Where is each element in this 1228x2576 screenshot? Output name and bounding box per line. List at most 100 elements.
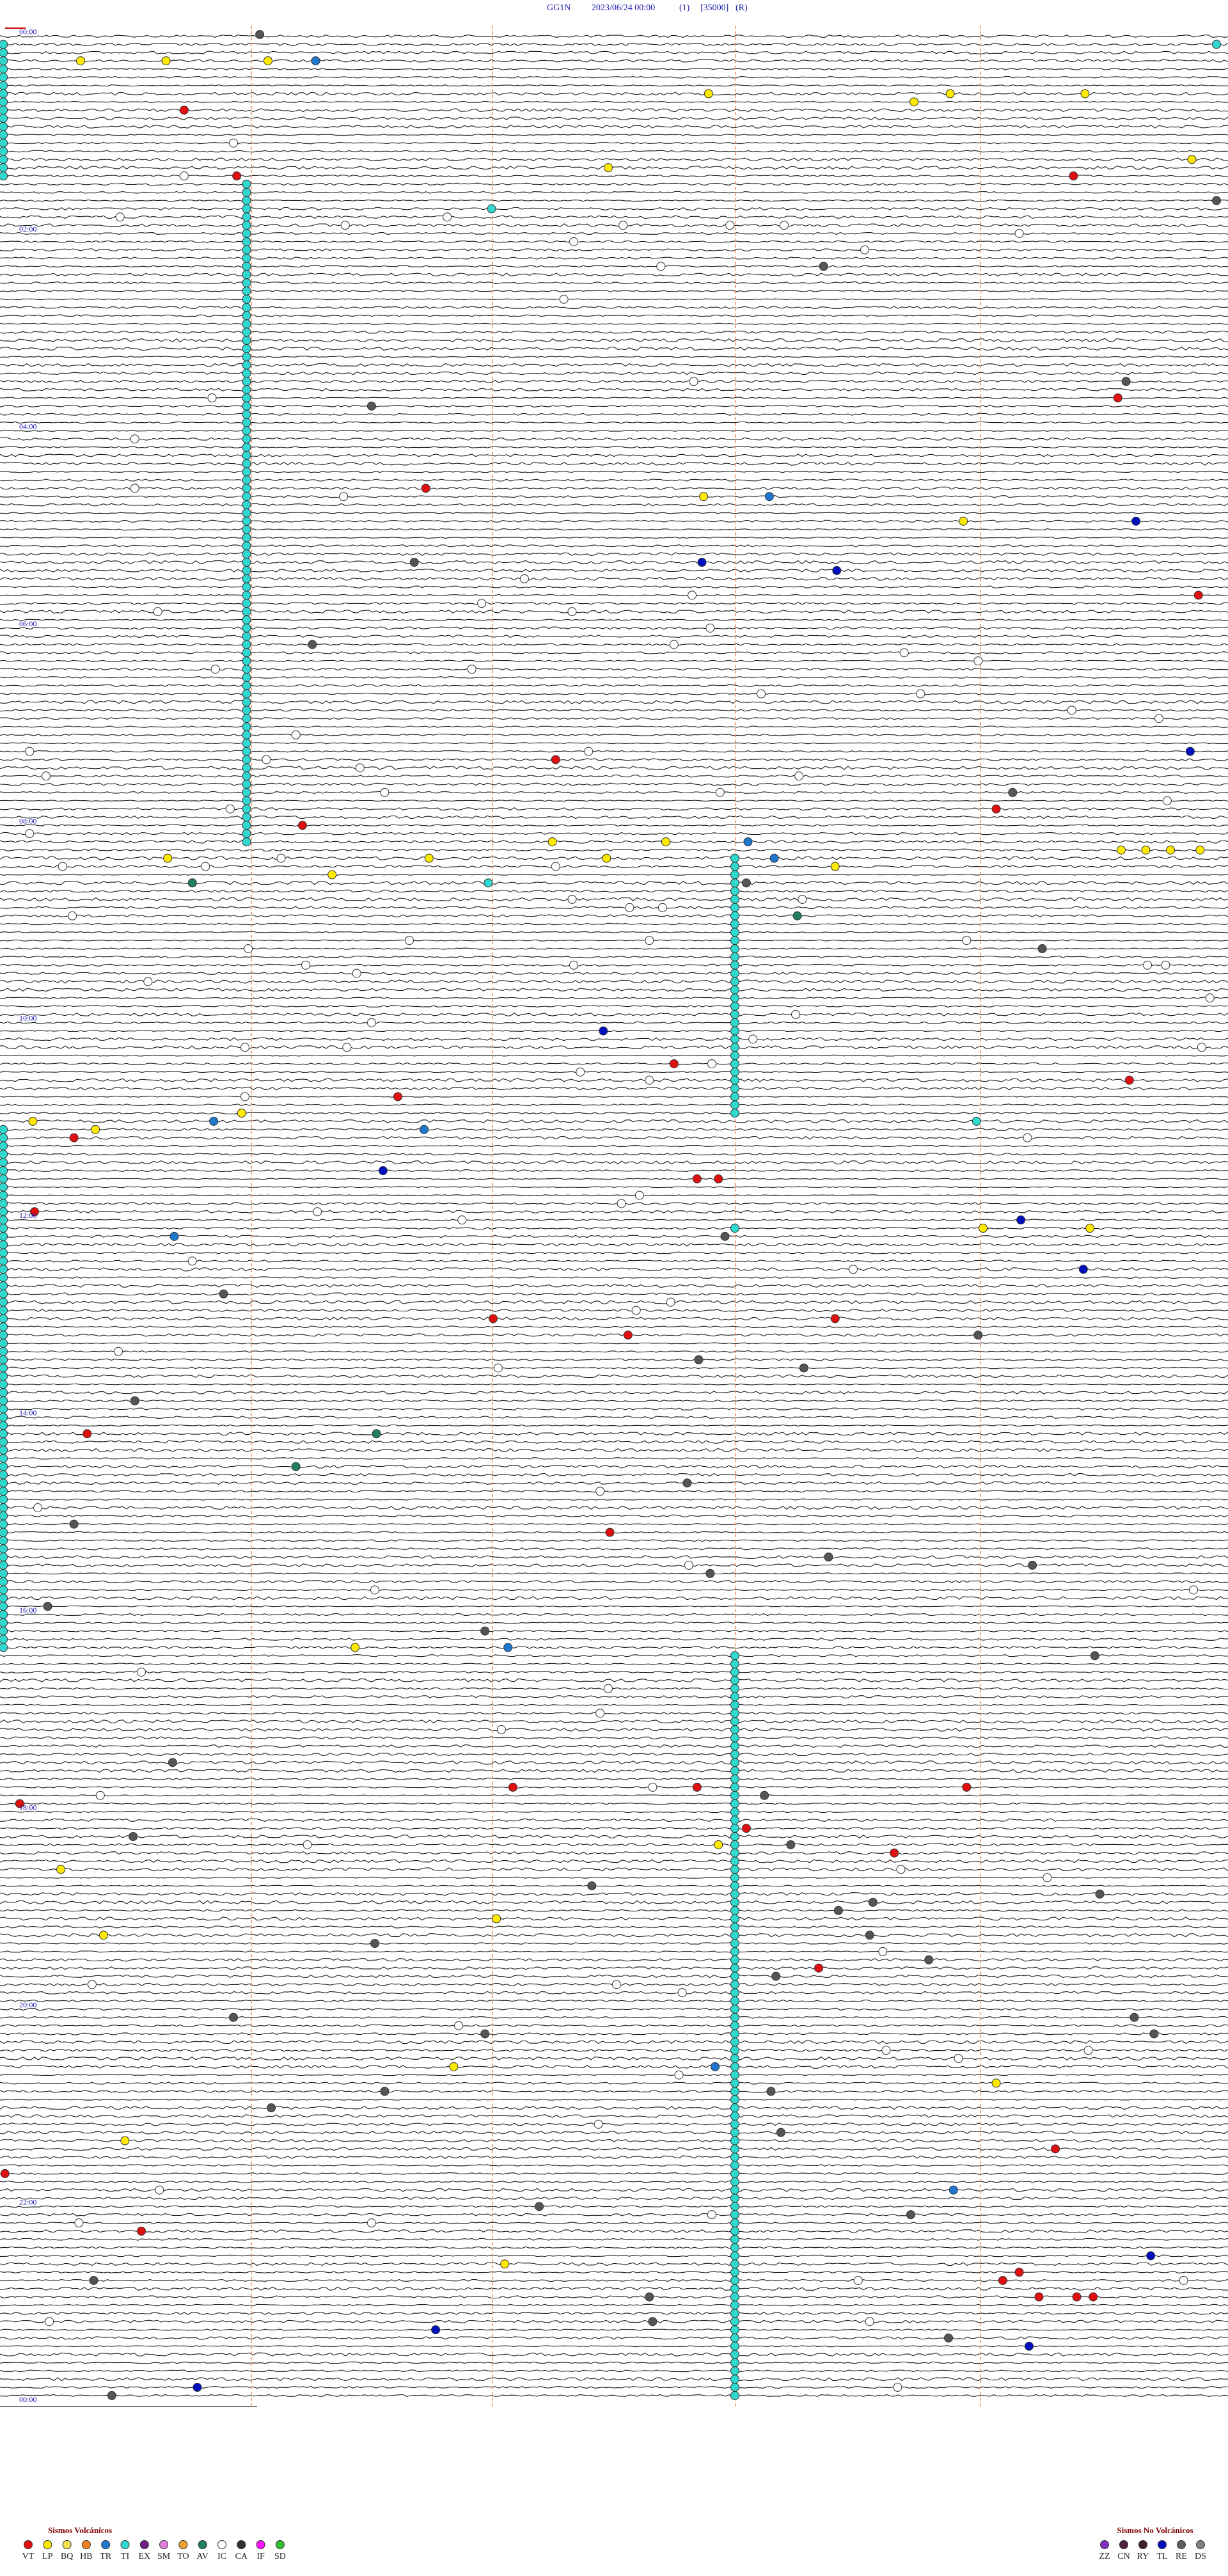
trace	[0, 1160, 1228, 1165]
event-marker	[237, 1109, 246, 1118]
trace	[0, 626, 1228, 630]
event-marker	[824, 1553, 833, 1562]
trace	[0, 972, 1228, 975]
trace	[0, 717, 1228, 720]
event-marker	[1166, 845, 1176, 855]
event-marker	[1069, 171, 1078, 181]
time-label: 20:00	[19, 2000, 36, 2009]
trace	[0, 404, 1228, 407]
event-marker	[853, 2275, 863, 2285]
trace	[0, 1835, 1228, 1838]
event-marker	[75, 56, 85, 66]
event-marker	[29, 1207, 39, 1217]
trace	[0, 2155, 1228, 2160]
event-marker	[730, 1947, 739, 1956]
event-marker	[656, 262, 666, 271]
event-marker	[741, 878, 751, 888]
trace	[0, 1103, 1228, 1107]
event-marker	[625, 903, 634, 912]
event-marker	[454, 2021, 464, 2030]
event-marker	[973, 656, 983, 666]
event-marker	[242, 187, 251, 197]
trace	[0, 1843, 1228, 1847]
trace	[0, 1178, 1228, 1180]
event-marker	[1161, 960, 1170, 970]
event-marker	[0, 1544, 8, 1554]
trace	[0, 1892, 1228, 1896]
trace	[0, 1563, 1228, 1567]
trace	[0, 1638, 1228, 1641]
event-marker	[730, 2325, 739, 2335]
event-marker	[730, 2259, 739, 2269]
event-marker	[0, 1363, 8, 1373]
trace	[0, 1810, 1228, 1813]
trace	[0, 2056, 1228, 2061]
event-marker	[1149, 2029, 1159, 2039]
legend-label: HB	[80, 2552, 92, 2561]
trace	[0, 1687, 1228, 1690]
event-marker	[0, 1536, 8, 1545]
trace	[0, 1383, 1228, 1386]
event-marker	[242, 385, 251, 395]
event-marker	[669, 1059, 679, 1068]
events	[0, 29, 1222, 2400]
event-marker	[780, 221, 789, 230]
event-marker	[730, 1725, 739, 1734]
event-marker	[0, 2169, 10, 2178]
event-marker	[604, 163, 613, 173]
event-marker	[1024, 2341, 1034, 2351]
event-marker	[484, 878, 493, 888]
trace	[0, 1021, 1228, 1024]
trace	[0, 298, 1228, 301]
event-marker	[730, 2251, 739, 2261]
legend-label: BQ	[61, 2552, 73, 2561]
trace	[0, 306, 1228, 309]
event-marker	[443, 212, 452, 222]
event-marker	[666, 1297, 675, 1307]
event-marker	[242, 812, 251, 822]
trace	[0, 42, 1228, 47]
event-marker	[0, 1256, 8, 1266]
event-marker	[559, 294, 569, 304]
event-marker	[0, 1569, 8, 1578]
event-marker	[860, 245, 869, 255]
event-marker	[242, 228, 251, 238]
event-marker	[972, 1116, 981, 1126]
event-marker	[634, 1190, 644, 1200]
trace	[0, 191, 1228, 194]
event-marker	[242, 730, 251, 739]
trace	[0, 1621, 1228, 1624]
event-marker	[43, 1602, 52, 1611]
event-marker	[87, 1980, 97, 1989]
event-marker	[551, 862, 560, 871]
legend-label: CN	[1117, 2552, 1130, 2561]
event-marker	[567, 894, 577, 904]
trace	[0, 91, 1228, 96]
event-marker	[730, 928, 739, 937]
trace	[0, 782, 1228, 786]
event-marker	[0, 106, 8, 115]
event-marker	[0, 1141, 8, 1151]
event-marker	[1037, 944, 1047, 954]
event-marker	[730, 2234, 739, 2244]
event-marker	[500, 2259, 510, 2269]
legend-label: TL	[1156, 2552, 1167, 2561]
event-marker	[0, 138, 8, 148]
event-marker	[791, 1009, 801, 1019]
event-marker	[0, 1495, 8, 1505]
event-marker	[242, 525, 251, 534]
trace	[0, 68, 1228, 70]
event-marker	[707, 1059, 716, 1068]
event-marker	[0, 1166, 8, 1176]
trace	[0, 733, 1228, 736]
trace	[0, 1399, 1228, 1402]
legend-swatch	[178, 2540, 188, 2549]
event-marker	[0, 1470, 8, 1480]
event-marker	[420, 1125, 429, 1134]
trace	[0, 486, 1228, 491]
station: GG1N	[547, 3, 571, 13]
event-marker	[1146, 2251, 1156, 2261]
event-marker	[760, 1790, 769, 1800]
trace	[0, 1876, 1228, 1879]
event-marker	[730, 1782, 739, 1792]
